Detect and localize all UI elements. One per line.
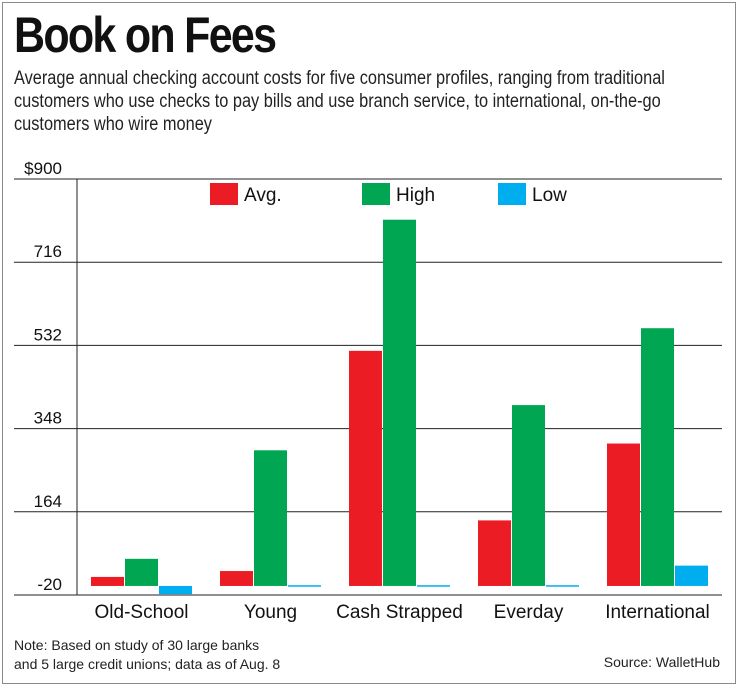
legend: Avg. High Low — [210, 183, 567, 206]
bar-high-international — [641, 328, 674, 586]
bar-low-cash-strapped — [417, 585, 450, 587]
chart-subtitle: Average annual checking account costs fo… — [14, 68, 665, 135]
legend-label: Low — [532, 185, 567, 206]
bar-low-old-school — [159, 585, 192, 595]
source-credit: Source: WalletHub — [603, 654, 720, 670]
bar-avg-cash-strapped — [349, 350, 382, 586]
y-tick-label: 716 — [34, 242, 62, 261]
bars — [91, 219, 708, 595]
footnote-line-2: and 5 large credit unions; data as of Au… — [14, 656, 281, 672]
bar-high-old-school — [125, 558, 158, 586]
legend-label: High — [396, 185, 435, 206]
footnote-line-1: Note: Based on study of 30 large banks — [14, 637, 260, 653]
legend-swatch — [362, 183, 390, 205]
y-tick-label: 532 — [34, 325, 62, 344]
x-category-label: Everday — [494, 602, 564, 623]
bar-avg-international — [607, 443, 640, 586]
legend-swatch — [498, 183, 526, 205]
x-axis-categories: Old-School Young Cash Strapped Everday Inter… — [95, 602, 710, 623]
y-tick-label: 164 — [34, 492, 62, 511]
y-axis-ticks: -20 164 348 532 716 $900 — [24, 159, 62, 594]
chart-title: Book on Fees — [14, 7, 277, 63]
x-category-label: Cash Strapped — [336, 602, 463, 623]
x-category-label: International — [605, 602, 710, 623]
x-category-label: Young — [244, 602, 297, 623]
bar-high-young — [254, 450, 287, 586]
bar-avg-everday — [478, 520, 511, 586]
bar-high-everday — [512, 405, 545, 586]
y-tick-label: -20 — [37, 575, 62, 594]
bar-avg-old-school — [91, 576, 124, 586]
y-tick-label: $900 — [24, 159, 62, 178]
bar-avg-young — [220, 571, 253, 586]
footnote: Note: Based on study of 30 large banks a… — [14, 636, 434, 674]
x-category-label: Old-School — [95, 602, 189, 623]
y-tick-label: 348 — [34, 409, 62, 428]
bar-low-young — [288, 585, 321, 587]
bar-low-international — [675, 565, 708, 586]
legend-swatch — [210, 183, 238, 205]
legend-label: Avg. — [244, 185, 282, 206]
bar-high-cash-strapped — [383, 219, 416, 586]
bar-low-everday — [546, 585, 579, 587]
